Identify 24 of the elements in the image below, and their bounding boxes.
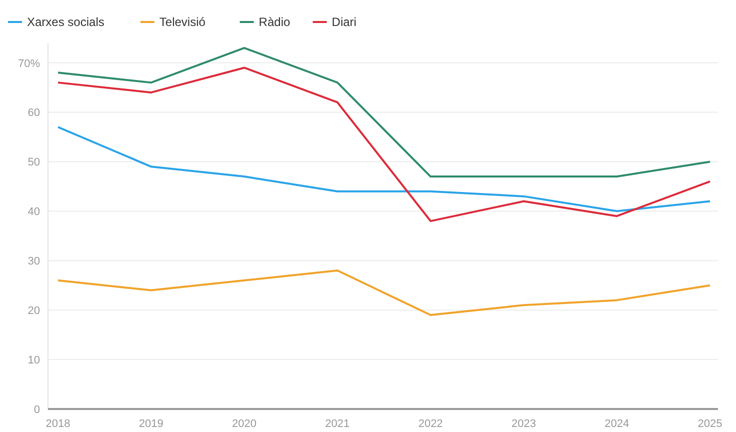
x-tick-label: 2021 — [325, 418, 350, 430]
x-tick-label: 2020 — [232, 418, 257, 430]
y-tick-label: 60 — [28, 107, 40, 120]
line-series — [57, 46, 711, 178]
line-series — [57, 66, 711, 222]
line-series — [57, 270, 711, 316]
y-tick-label: 20 — [28, 305, 40, 318]
y-tick-label: 50 — [28, 156, 40, 169]
y-tick-label: 30 — [28, 256, 40, 268]
y-tick-label: 10 — [28, 354, 40, 367]
line-series — [57, 126, 711, 212]
x-tick-label: 2023 — [511, 418, 536, 430]
legend-label: Diari — [332, 15, 356, 29]
x-tick-label: 2019 — [138, 418, 164, 430]
legend-label: Televisió — [159, 15, 206, 29]
y-tick-label: 0 — [34, 404, 40, 416]
legend-label: Ràdio — [258, 15, 290, 29]
x-tick-label: 2022 — [418, 418, 443, 430]
x-tick-label: 2018 — [46, 418, 70, 430]
y-tick-label: 70% — [18, 58, 40, 70]
y-tick-label: 40 — [28, 206, 40, 218]
x-tick-label: 2024 — [604, 418, 630, 430]
legend-label: Xarxes socials — [27, 15, 104, 29]
x-tick-label: 2025 — [698, 418, 722, 430]
